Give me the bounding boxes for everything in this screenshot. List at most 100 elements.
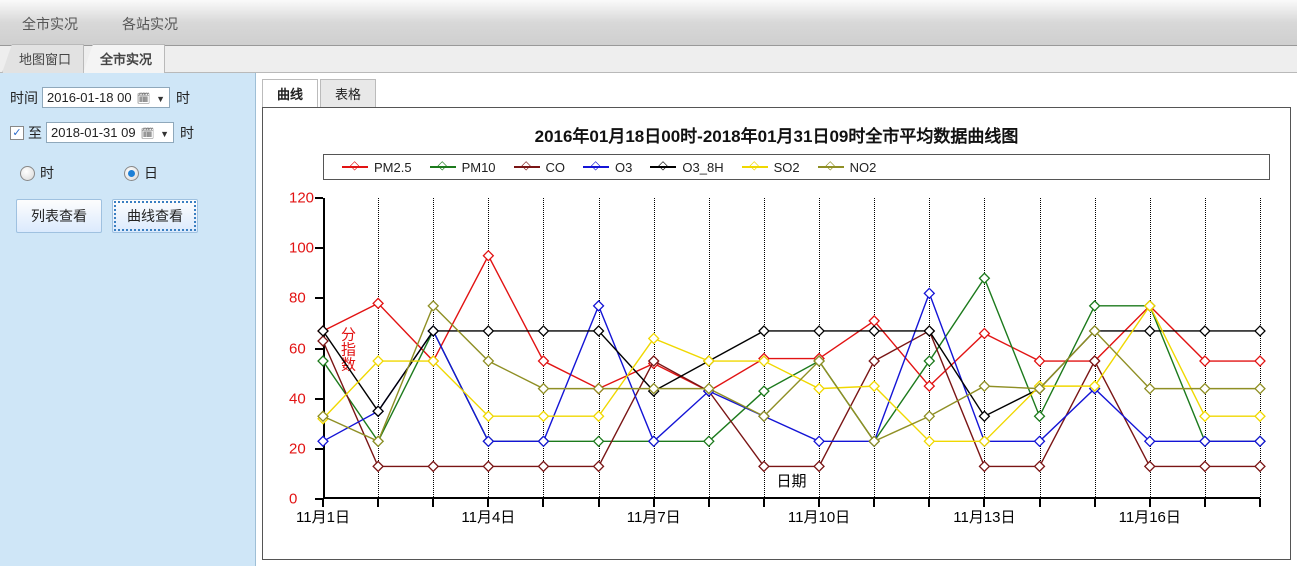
series-point-co-2[interactable] [428, 461, 438, 471]
series-point-so2-5[interactable] [594, 411, 604, 421]
series-point-co-1[interactable] [373, 461, 383, 471]
series-point-o3-17[interactable] [1255, 436, 1265, 446]
calendar-icon[interactable]: 🗓 [136, 93, 150, 105]
series-point-o3_8h-9[interactable] [814, 326, 824, 336]
x-tick-mark-13 [1039, 499, 1041, 507]
time-dropdown-arrow-icon[interactable]: ▼ [156, 94, 165, 104]
series-point-so2-6[interactable] [649, 334, 659, 344]
series-point-o3-5[interactable] [594, 301, 604, 311]
series-point-o3_8h-10[interactable] [869, 326, 879, 336]
series-point-o3-4[interactable] [539, 436, 549, 446]
series-point-co-5[interactable] [594, 461, 604, 471]
series-point-pm2.5-13[interactable] [1035, 356, 1045, 366]
inner-tab-bar: 曲线 表格 [256, 73, 1297, 107]
x-tick-label-2: 11月7日 [627, 506, 681, 527]
series-point-o3_8h-16[interactable] [1200, 326, 1210, 336]
series-point-o3_8h-0[interactable] [318, 326, 328, 336]
series-point-co-3[interactable] [483, 461, 493, 471]
series-point-so2-9[interactable] [814, 384, 824, 394]
series-line-o3 [323, 293, 1260, 441]
curve-view-button[interactable]: 曲线查看 [112, 199, 198, 233]
series-point-co-4[interactable] [539, 461, 549, 471]
x-tick-mark-17 [1259, 499, 1261, 507]
x-tick-mark-16 [1204, 499, 1206, 507]
series-line-co [323, 331, 1260, 466]
series-point-no2-1[interactable] [373, 436, 383, 446]
top-tab-1[interactable]: 各站实况 [100, 0, 200, 45]
calendar-icon-2[interactable]: 🗓 [140, 128, 154, 140]
series-point-so2-16[interactable] [1200, 411, 1210, 421]
content-panel: 曲线 表格 2016年01月18日00时-2018年01月31日09时全市平均数… [256, 73, 1297, 566]
time-input[interactable]: 2016-01-18 00 🗓 ▼ [42, 87, 170, 108]
series-lines-svg [323, 198, 1260, 499]
subtab-city-live[interactable]: 全市实况 [83, 44, 165, 73]
radio-circle-hour[interactable] [20, 166, 35, 181]
x-tick-mark-4 [542, 499, 544, 507]
x-tick-mark-1 [377, 499, 379, 507]
series-point-co-0[interactable] [318, 336, 328, 346]
x-tick-mark-11 [928, 499, 930, 507]
to-dropdown-arrow-icon[interactable]: ▼ [160, 129, 169, 139]
series-point-o3_8h-4[interactable] [539, 326, 549, 336]
series-point-o3-11[interactable] [924, 288, 934, 298]
subtab-map-window[interactable]: 地图窗口 [2, 44, 84, 73]
series-point-pm10-14[interactable] [1090, 301, 1100, 311]
series-point-pm10-0[interactable] [318, 356, 328, 366]
inner-tab-curve[interactable]: 曲线 [262, 79, 318, 107]
y-tick-20: 20 [289, 440, 306, 457]
series-point-o3_8h-17[interactable] [1255, 326, 1265, 336]
x-tick-mark-14 [1094, 499, 1096, 507]
series-point-o3-0[interactable] [318, 436, 328, 446]
radio-option-day[interactable]: 日 [124, 163, 158, 183]
series-point-o3_8h-3[interactable] [483, 326, 493, 336]
x-tick-label-5: 11月16日 [1119, 506, 1181, 527]
series-point-o3_8h-1[interactable] [373, 406, 383, 416]
inner-tab-table[interactable]: 表格 [320, 79, 376, 107]
series-point-co-9[interactable] [814, 461, 824, 471]
series-point-o3_8h-15[interactable] [1145, 326, 1155, 336]
series-point-co-15[interactable] [1145, 461, 1155, 471]
series-point-no2-16[interactable] [1200, 384, 1210, 394]
series-point-no2-5[interactable] [594, 384, 604, 394]
series-point-no2-11[interactable] [924, 411, 934, 421]
series-point-no2-12[interactable] [979, 381, 989, 391]
series-point-pm2.5-4[interactable] [539, 356, 549, 366]
series-point-so2-7[interactable] [704, 356, 714, 366]
to-suffix-label: 时 [180, 123, 194, 143]
list-view-button[interactable]: 列表查看 [16, 199, 102, 233]
series-point-pm2.5-17[interactable] [1255, 356, 1265, 366]
series-point-o3_8h-12[interactable] [979, 411, 989, 421]
top-tab-0[interactable]: 全市实况 [0, 0, 100, 45]
series-point-pm10-13[interactable] [1035, 411, 1045, 421]
series-point-pm10-5[interactable] [594, 436, 604, 446]
series-point-co-8[interactable] [759, 461, 769, 471]
series-point-co-10[interactable] [869, 356, 879, 366]
series-point-so2-4[interactable] [539, 411, 549, 421]
series-point-pm10-11[interactable] [924, 356, 934, 366]
series-point-o3_8h-11[interactable] [924, 326, 934, 336]
to-date-input[interactable]: 2018-01-31 09 🗓 ▼ [46, 122, 174, 143]
series-point-no2-4[interactable] [539, 384, 549, 394]
radio-circle-day[interactable] [124, 166, 139, 181]
series-point-o3_8h-8[interactable] [759, 326, 769, 336]
series-point-pm2.5-3[interactable] [483, 251, 493, 261]
series-point-no2-17[interactable] [1255, 384, 1265, 394]
series-point-co-13[interactable] [1035, 461, 1045, 471]
series-point-co-12[interactable] [979, 461, 989, 471]
series-point-co-16[interactable] [1200, 461, 1210, 471]
to-checkbox[interactable]: ✓ [10, 126, 24, 140]
series-point-o3-16[interactable] [1200, 436, 1210, 446]
series-point-so2-17[interactable] [1255, 411, 1265, 421]
series-point-o3-3[interactable] [483, 436, 493, 446]
y-tick-60: 60 [289, 340, 306, 357]
x-tick-mark-5 [598, 499, 600, 507]
series-point-o3_8h-2[interactable] [428, 326, 438, 336]
chart-container: 2016年01月18日00时-2018年01月31日09时全市平均数据曲线图 P… [262, 107, 1291, 560]
radio-option-hour[interactable]: 时 [20, 163, 54, 183]
series-point-o3-9[interactable] [814, 436, 824, 446]
legend-label-pm2.5: PM2.5 [374, 160, 412, 175]
series-point-no2-10[interactable] [869, 436, 879, 446]
to-field-row: ✓ 至 2018-01-31 09 🗓 ▼ 时 [10, 122, 245, 143]
series-point-co-17[interactable] [1255, 461, 1265, 471]
series-point-pm10-12[interactable] [979, 273, 989, 283]
